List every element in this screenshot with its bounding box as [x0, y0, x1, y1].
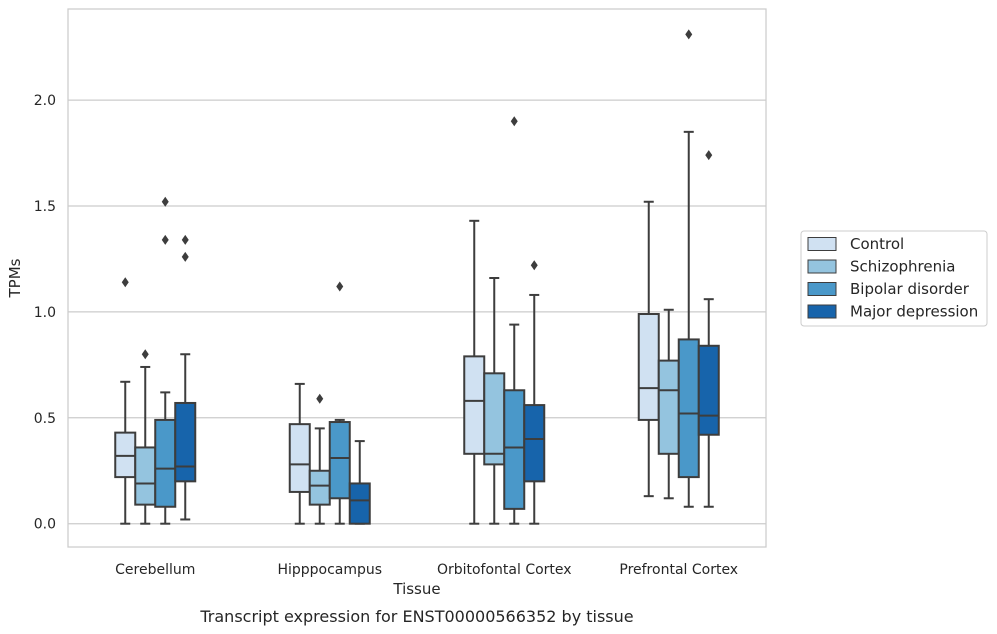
x-tick-label: Prefrontal Cortex [619, 562, 738, 578]
x-tick-label: Cerebellum [115, 562, 195, 578]
outlier-point [336, 281, 344, 292]
box-group [463, 219, 486, 525]
y-tick-labels: 0.0 0.5 1.0 1.5 2.0 [34, 93, 56, 533]
box [483, 372, 506, 466]
box-group [348, 440, 371, 525]
outlier-point [161, 196, 169, 207]
x-axis-title: Tissue [392, 580, 440, 598]
outlier-point [181, 234, 189, 245]
box [637, 313, 660, 421]
box [174, 401, 197, 483]
box [328, 421, 351, 500]
legend-swatch [807, 259, 837, 274]
legend-frame [800, 230, 988, 327]
box-group [328, 281, 351, 525]
box [114, 431, 137, 479]
box-group [134, 349, 157, 525]
y-tick-label: 0.5 [34, 411, 56, 427]
box-group [503, 116, 526, 525]
outlier-point [316, 393, 324, 404]
y-tick-label: 1.0 [34, 305, 56, 321]
x-tick-label: Hipppocampus [277, 562, 382, 578]
outlier-point [530, 260, 538, 271]
y-tick-label: 2.0 [34, 93, 56, 109]
legend-label: Control [850, 235, 904, 253]
legend-swatch [807, 282, 837, 296]
box [523, 404, 546, 483]
y-tick-label: 0.0 [34, 517, 56, 533]
plot-frame [67, 8, 767, 548]
box [154, 418, 177, 508]
chart-caption: Transcript expression for ENST0000056635… [199, 607, 633, 626]
x-tick-labels: Cerebellum Hipppocampus Orbitofontal Corte… [115, 562, 738, 578]
box [348, 482, 371, 525]
box-groups [114, 29, 720, 525]
outlier-point [161, 234, 169, 245]
x-tick-label: Orbitofontal Cortex [437, 562, 572, 578]
legend-label: Major depression [850, 303, 978, 321]
box-group [288, 382, 311, 525]
box-group [523, 260, 546, 525]
outlier-point [141, 349, 149, 360]
outlier-point [181, 251, 189, 262]
outlier-point [510, 116, 518, 127]
box-group [637, 200, 660, 498]
box-group [483, 277, 506, 525]
box-group [697, 150, 720, 508]
legend-swatch [807, 237, 837, 251]
y-axis-title: TPMs [6, 258, 24, 298]
y-tick-label: 1.5 [34, 199, 56, 215]
legend: Control Schizophrenia Bipolar disorder Majo… [800, 230, 988, 327]
box-group [308, 393, 331, 525]
outlier-point [121, 277, 129, 288]
box [288, 423, 311, 493]
legend-label: Bipolar disorder [850, 280, 970, 298]
legend-label: Schizophrenia [850, 258, 955, 276]
box [134, 446, 157, 506]
box-group [154, 196, 177, 525]
outlier-point [685, 29, 693, 40]
box [463, 355, 486, 455]
box-group [657, 308, 680, 500]
box [657, 359, 680, 455]
box [677, 338, 700, 479]
outlier-point [705, 150, 713, 161]
box-group [114, 277, 137, 525]
legend-swatch [807, 304, 837, 319]
box [697, 344, 720, 436]
box [308, 469, 331, 506]
box-group [174, 234, 197, 521]
box-group [677, 29, 700, 508]
box [503, 389, 526, 510]
